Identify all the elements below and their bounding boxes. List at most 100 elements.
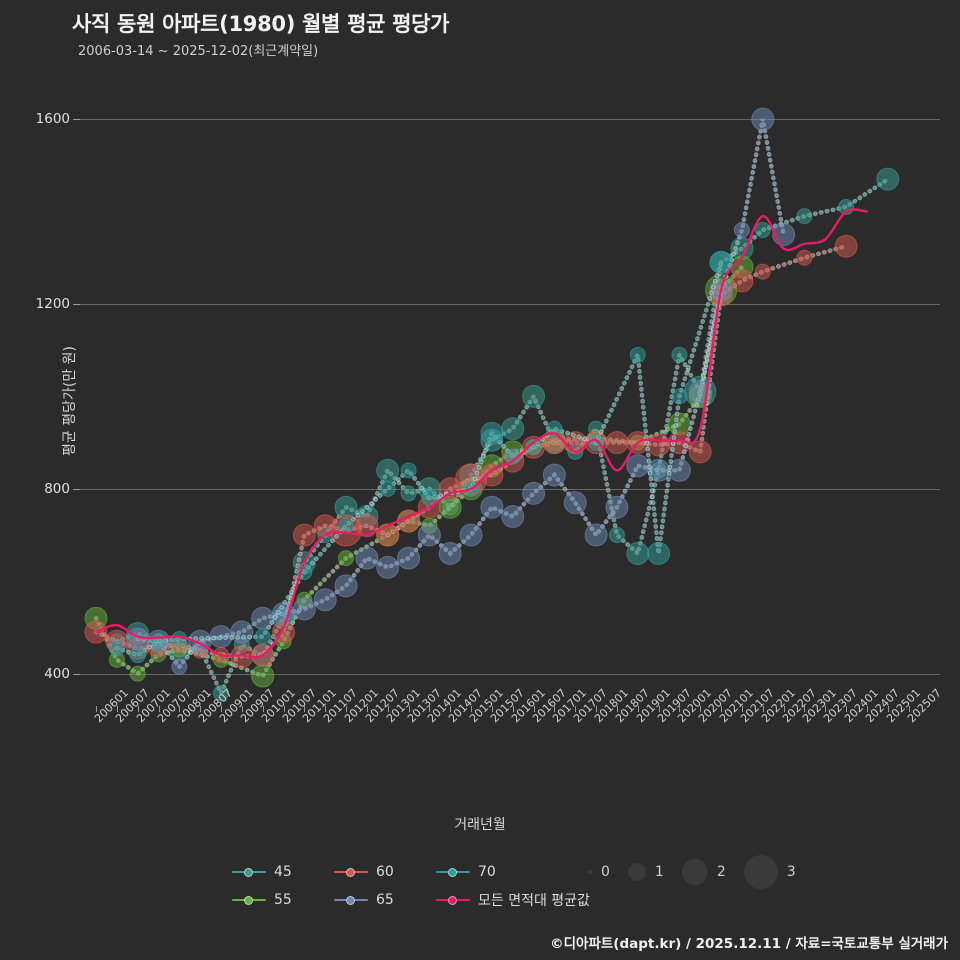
- data-point: [129, 647, 146, 664]
- x-tick-202501: [887, 706, 889, 712]
- legend-series-group: 45 60 70 55 65 모든 면적대 평균값: [232, 858, 612, 914]
- legend-item-65[interactable]: 65: [334, 892, 414, 908]
- x-tick-201507: [491, 706, 493, 712]
- data-point: [626, 454, 650, 478]
- series-모든 면적대 평균값: [94, 208, 869, 659]
- data-point: [796, 249, 813, 266]
- legend-swatch-icon: [232, 865, 266, 879]
- data-point: [522, 481, 546, 505]
- y-axis-label: 평균 평당가(만 원): [61, 346, 78, 456]
- data-point: [480, 495, 504, 519]
- data-point: [876, 167, 900, 191]
- data-point: [417, 523, 441, 547]
- legend-label: 60: [376, 864, 394, 880]
- data-point: [796, 208, 813, 225]
- chart-subtitle: 2006-03-14 ~ 2025-12-02(최근계약일): [78, 44, 319, 59]
- legend-size-label: 2: [716, 864, 726, 880]
- legend-item-60[interactable]: 60: [334, 864, 414, 880]
- x-tick-201607: [533, 706, 535, 712]
- series-65: [126, 107, 796, 675]
- legend-swatch-icon: [334, 865, 368, 879]
- gridline-1200: [80, 303, 940, 305]
- y-tick-mark-400: [73, 673, 80, 675]
- data-point: [376, 523, 400, 547]
- data-point: [292, 523, 316, 547]
- x-tick-202101: [721, 706, 723, 712]
- legend-item-70[interactable]: 70: [436, 864, 516, 880]
- data-point: [213, 685, 230, 702]
- y-tick-label-1600: 1600: [35, 111, 70, 128]
- x-tick-201801: [596, 706, 598, 712]
- data-point: [313, 588, 337, 612]
- x-tick-201201: [346, 706, 348, 712]
- x-tick-200807: [200, 706, 202, 712]
- x-tick-202207: [783, 706, 785, 712]
- x-tick-201307: [408, 706, 410, 712]
- legend-size-label: 3: [786, 864, 796, 880]
- data-point: [709, 250, 733, 274]
- legend-size-item-1: 1: [627, 863, 678, 881]
- data-point: [376, 458, 400, 482]
- legend-label: 45: [274, 864, 292, 880]
- legend-size-item-2: 2: [681, 859, 740, 885]
- data-point: [754, 263, 771, 280]
- data-point: [647, 433, 671, 457]
- bubble-icon: [588, 870, 592, 874]
- legend-size-group: 0 1 2 3: [588, 855, 814, 889]
- data-point: [629, 346, 646, 363]
- data-point: [379, 480, 396, 497]
- data-point: [754, 222, 771, 239]
- x-tick-200701: [137, 706, 139, 712]
- legend-item-55[interactable]: 55: [232, 892, 312, 908]
- legend-label: 70: [478, 864, 496, 880]
- x-tick-201001: [262, 706, 264, 712]
- y-tick-label-400: 400: [44, 665, 70, 682]
- data-point: [400, 485, 417, 502]
- legend-size-label: 1: [654, 864, 664, 880]
- y-tick-mark-1200: [73, 303, 80, 305]
- data-point: [480, 421, 504, 445]
- x-tick-202407: [866, 706, 868, 712]
- data-point: [584, 523, 608, 547]
- x-tick-202307: [825, 706, 827, 712]
- series-45: [108, 167, 900, 702]
- data-point: [525, 439, 542, 456]
- data-point: [522, 384, 546, 408]
- data-point: [400, 462, 417, 479]
- legend-item-모든 면적대 평균값[interactable]: 모든 면적대 평균값: [436, 890, 590, 910]
- legend-row-1: 45 60 70: [232, 858, 612, 886]
- legend-swatch-icon: [334, 893, 368, 907]
- data-point: [334, 574, 358, 598]
- x-tick-201807: [616, 706, 618, 712]
- x-tick-201401: [429, 706, 431, 712]
- plot-area: 400 800 1200 1600 평균 평당가(만 원): [36, 96, 940, 706]
- legend-item-45[interactable]: 45: [232, 864, 312, 880]
- x-tick-201007: [283, 706, 285, 712]
- legend-size-item-0: 0: [588, 864, 624, 880]
- data-point: [108, 640, 125, 657]
- data-point: [251, 664, 275, 688]
- x-tick-200601: [96, 706, 97, 712]
- data-point: [501, 505, 525, 529]
- data-point: [230, 620, 254, 644]
- x-axis-label: 거래년월: [454, 817, 506, 833]
- data-point: [355, 514, 379, 538]
- legend-label: 65: [376, 892, 394, 908]
- x-tick-201601: [512, 706, 514, 712]
- y-tick-label-800: 800: [44, 480, 70, 497]
- gridline-800: [80, 488, 940, 490]
- legend-swatch-icon: [436, 865, 470, 879]
- data-point: [338, 550, 355, 567]
- x-tick-202201: [762, 706, 764, 712]
- data-point: [338, 517, 355, 534]
- data-point: [397, 546, 421, 570]
- x-tick-202107: [741, 706, 743, 712]
- gridline-400: [80, 673, 940, 675]
- x-tick-201107: [325, 706, 327, 712]
- footer-credit: ©디아파트(dapt.kr) / 2025.12.11 / 자료=국토교통부 실…: [550, 936, 948, 952]
- x-tick-201707: [575, 706, 577, 712]
- legend-label: 모든 면적대 평균값: [478, 893, 590, 909]
- data-point: [542, 463, 566, 487]
- data-point: [504, 448, 521, 465]
